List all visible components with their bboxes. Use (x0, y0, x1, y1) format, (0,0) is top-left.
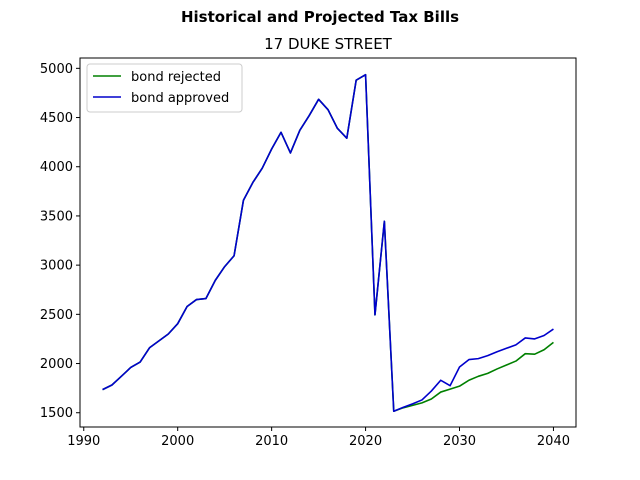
x-tick-label: 2000 (161, 434, 194, 449)
chart-title: 17 DUKE STREET (264, 35, 393, 53)
x-tick-label: 2030 (443, 434, 476, 449)
y-tick-label: 3000 (40, 259, 73, 274)
y-tick-label: 2500 (40, 308, 73, 323)
legend-label-bond-approved: bond approved (131, 91, 229, 106)
y-tick-label: 3500 (40, 209, 73, 224)
x-tick-label: 2040 (537, 434, 570, 449)
x-tick-label: 1990 (67, 434, 100, 449)
y-tick-label: 2000 (40, 357, 73, 372)
x-axis: 1990 2000 2010 2020 2030 2040 (67, 427, 570, 449)
x-tick-label: 2010 (255, 434, 288, 449)
y-tick-label: 1500 (40, 406, 73, 421)
y-tick-label: 4000 (40, 160, 73, 175)
legend-label-bond-rejected: bond rejected (131, 70, 221, 85)
chart-suptitle: Historical and Projected Tax Bills (181, 8, 459, 26)
y-axis: 1500 2000 2500 3000 3500 4000 4500 5000 (40, 62, 80, 421)
plot-area-frame (79, 57, 577, 428)
series-line-bond-rejected (102, 73, 554, 413)
legend: bond rejected bond approved (86, 63, 243, 113)
y-tick-label: 4500 (40, 111, 73, 126)
x-tick-label: 2020 (349, 434, 382, 449)
y-tick-label: 5000 (40, 62, 73, 77)
legend-box (86, 63, 243, 113)
series-line-bond-approved (102, 73, 554, 413)
series-layer (102, 73, 554, 413)
